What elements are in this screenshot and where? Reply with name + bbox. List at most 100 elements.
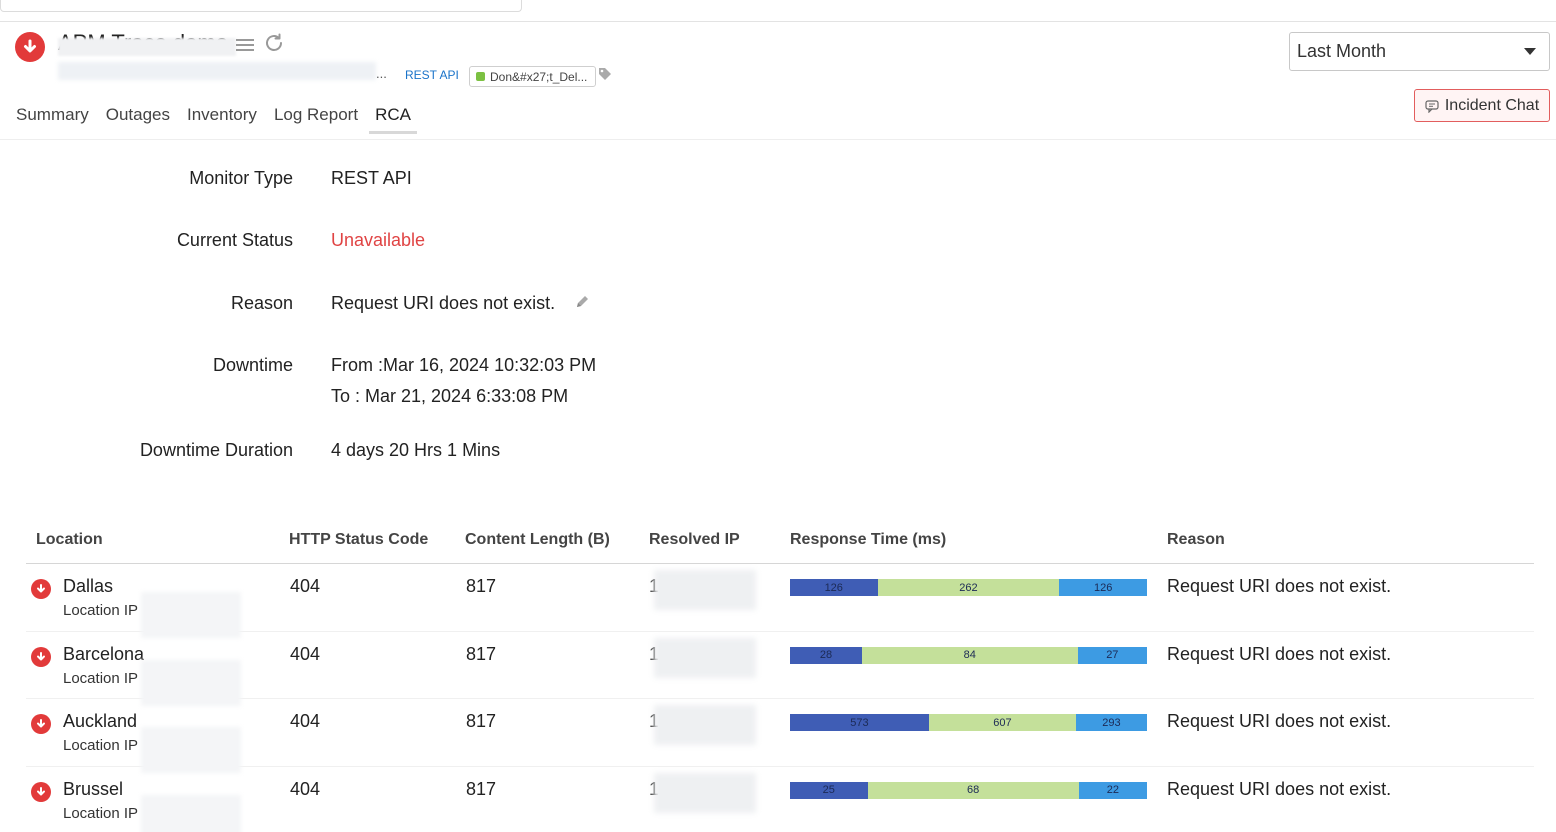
url-ellipsis: ... xyxy=(376,66,387,81)
content-length: 817 xyxy=(466,576,497,596)
response-time-segment: 22 xyxy=(1078,781,1147,799)
response-time-segment: 27 xyxy=(1077,646,1147,664)
table-header: Location HTTP Status Code Content Length… xyxy=(26,524,1534,564)
tag-icon[interactable] xyxy=(598,67,612,81)
location-name[interactable]: Barcelona xyxy=(63,643,145,664)
period-select[interactable]: Last Month xyxy=(1289,32,1550,71)
content-length: 817 xyxy=(466,711,497,731)
reason-label: Reason xyxy=(230,293,293,313)
response-time-bar[interactable]: 573 607 293 xyxy=(790,714,1147,731)
redacted-resolved-ip xyxy=(654,637,756,678)
down-arrow-icon xyxy=(37,584,45,593)
row-reason: Request URI does not exist. xyxy=(1167,711,1392,731)
tab-outages[interactable]: Outages xyxy=(105,105,170,124)
tab-inventory[interactable]: Inventory xyxy=(187,105,257,124)
downtime-label: Downtime xyxy=(212,355,293,375)
response-time-segment: 126 xyxy=(790,579,878,596)
location-table: Location HTTP Status Code Content Length… xyxy=(26,524,1534,832)
location-ip-label: Location IP xyxy=(63,737,139,754)
monitor-tabs: Summary Outages Inventory Log Report RCA xyxy=(16,105,428,134)
location-name[interactable]: Dallas xyxy=(63,576,114,596)
response-time-bar[interactable]: 126 262 126 xyxy=(790,579,1147,596)
reason-value: Request URI does not exist. xyxy=(331,293,556,313)
incident-chat-label: Incident Chat xyxy=(1444,96,1540,114)
http-status-code: 404 xyxy=(290,576,321,596)
down-status-icon xyxy=(31,714,51,734)
monitor-group-chip[interactable]: Don&#x27;t_Del... xyxy=(469,66,597,87)
row-reason: Request URI does not exist. xyxy=(1167,576,1392,596)
browser-top-strip xyxy=(0,0,1556,22)
location-name[interactable]: Brussel xyxy=(63,778,124,799)
downtime-duration-label: Downtime Duration xyxy=(139,440,293,460)
response-time-segment: 126 xyxy=(1059,579,1147,596)
reason-value-wrap: Request URI does not exist. xyxy=(331,293,590,314)
redacted-location-ip xyxy=(141,794,241,832)
response-time-segment: 84 xyxy=(861,646,1078,664)
tab-rca[interactable]: RCA xyxy=(369,105,417,134)
monitor-type-link[interactable]: REST API xyxy=(405,68,459,82)
period-select-value: Last Month xyxy=(1297,41,1387,61)
redacted-location-ip xyxy=(141,592,241,638)
redacted-location-ip xyxy=(141,659,241,706)
group-color-dot xyxy=(476,72,485,81)
incident-chat-button[interactable]: Incident Chat xyxy=(1414,89,1550,122)
row-reason: Request URI does not exist. xyxy=(1167,778,1392,799)
response-time-bar[interactable]: 25 68 22 xyxy=(790,781,1147,799)
down-status-icon xyxy=(31,579,51,599)
tab-log-report[interactable]: Log Report xyxy=(273,105,359,124)
hamburger-menu-icon[interactable] xyxy=(236,36,254,52)
redacted-monitor-url xyxy=(58,62,376,80)
http-status-code: 404 xyxy=(290,643,321,664)
chevron-down-icon xyxy=(1524,48,1536,55)
monitor-type-value: REST API xyxy=(331,168,412,188)
redacted-resolved-ip xyxy=(654,772,756,813)
monitor-type-label: Monitor Type xyxy=(189,168,293,188)
col-location[interactable]: Location xyxy=(36,531,103,548)
col-response-time[interactable]: Response Time (ms) xyxy=(790,531,947,548)
redacted-location-ip xyxy=(141,727,241,773)
down-status-icon xyxy=(31,781,51,802)
down-status-icon xyxy=(15,32,45,62)
group-chip-label: Don&#x27;t_Del... xyxy=(490,69,588,84)
response-time-segment: 293 xyxy=(1075,714,1147,731)
current-status-value: Unavailable xyxy=(331,230,426,250)
col-resolved-ip[interactable]: Resolved IP xyxy=(649,531,740,548)
response-time-segment: 607 xyxy=(928,714,1076,731)
response-time-segment: 25 xyxy=(790,781,868,799)
response-time-segment: 28 xyxy=(790,646,862,664)
top-input-box[interactable] xyxy=(0,0,522,12)
refresh-icon[interactable] xyxy=(262,31,286,55)
chat-icon xyxy=(1425,99,1439,113)
col-content-length[interactable]: Content Length (B) xyxy=(465,531,610,548)
row-reason: Request URI does not exist. xyxy=(1167,643,1392,664)
location-ip-label: Location IP xyxy=(63,669,139,687)
content-length: 817 xyxy=(466,778,497,799)
tab-summary[interactable]: Summary xyxy=(16,105,89,124)
downtime-from: From :Mar 16, 2024 10:32:03 PM xyxy=(331,355,597,375)
location-ip-label: Location IP xyxy=(63,804,139,822)
redacted-resolved-ip xyxy=(654,705,756,745)
response-time-segment: 262 xyxy=(877,579,1060,596)
response-time-bar[interactable]: 28 84 27 xyxy=(790,646,1147,664)
response-time-segment: 68 xyxy=(867,781,1079,799)
content-length: 817 xyxy=(466,643,497,664)
location-name[interactable]: Auckland xyxy=(63,711,138,731)
down-arrow-icon xyxy=(24,39,36,53)
rca-content: Monitor Type REST API Current Status Una… xyxy=(5,140,1556,832)
downtime-duration-value: 4 days 20 Hrs 1 Mins xyxy=(331,440,501,460)
pencil-icon[interactable] xyxy=(574,294,590,310)
location-ip-label: Location IP xyxy=(63,602,139,619)
col-reason[interactable]: Reason xyxy=(1167,531,1225,548)
current-status-label: Current Status xyxy=(176,230,293,250)
down-arrow-icon xyxy=(37,651,45,660)
down-arrow-icon xyxy=(37,719,45,728)
http-status-code: 404 xyxy=(290,778,321,799)
col-http-status[interactable]: HTTP Status Code xyxy=(289,531,429,548)
redacted-resolved-ip xyxy=(654,570,756,610)
redacted-title-part xyxy=(58,38,236,56)
